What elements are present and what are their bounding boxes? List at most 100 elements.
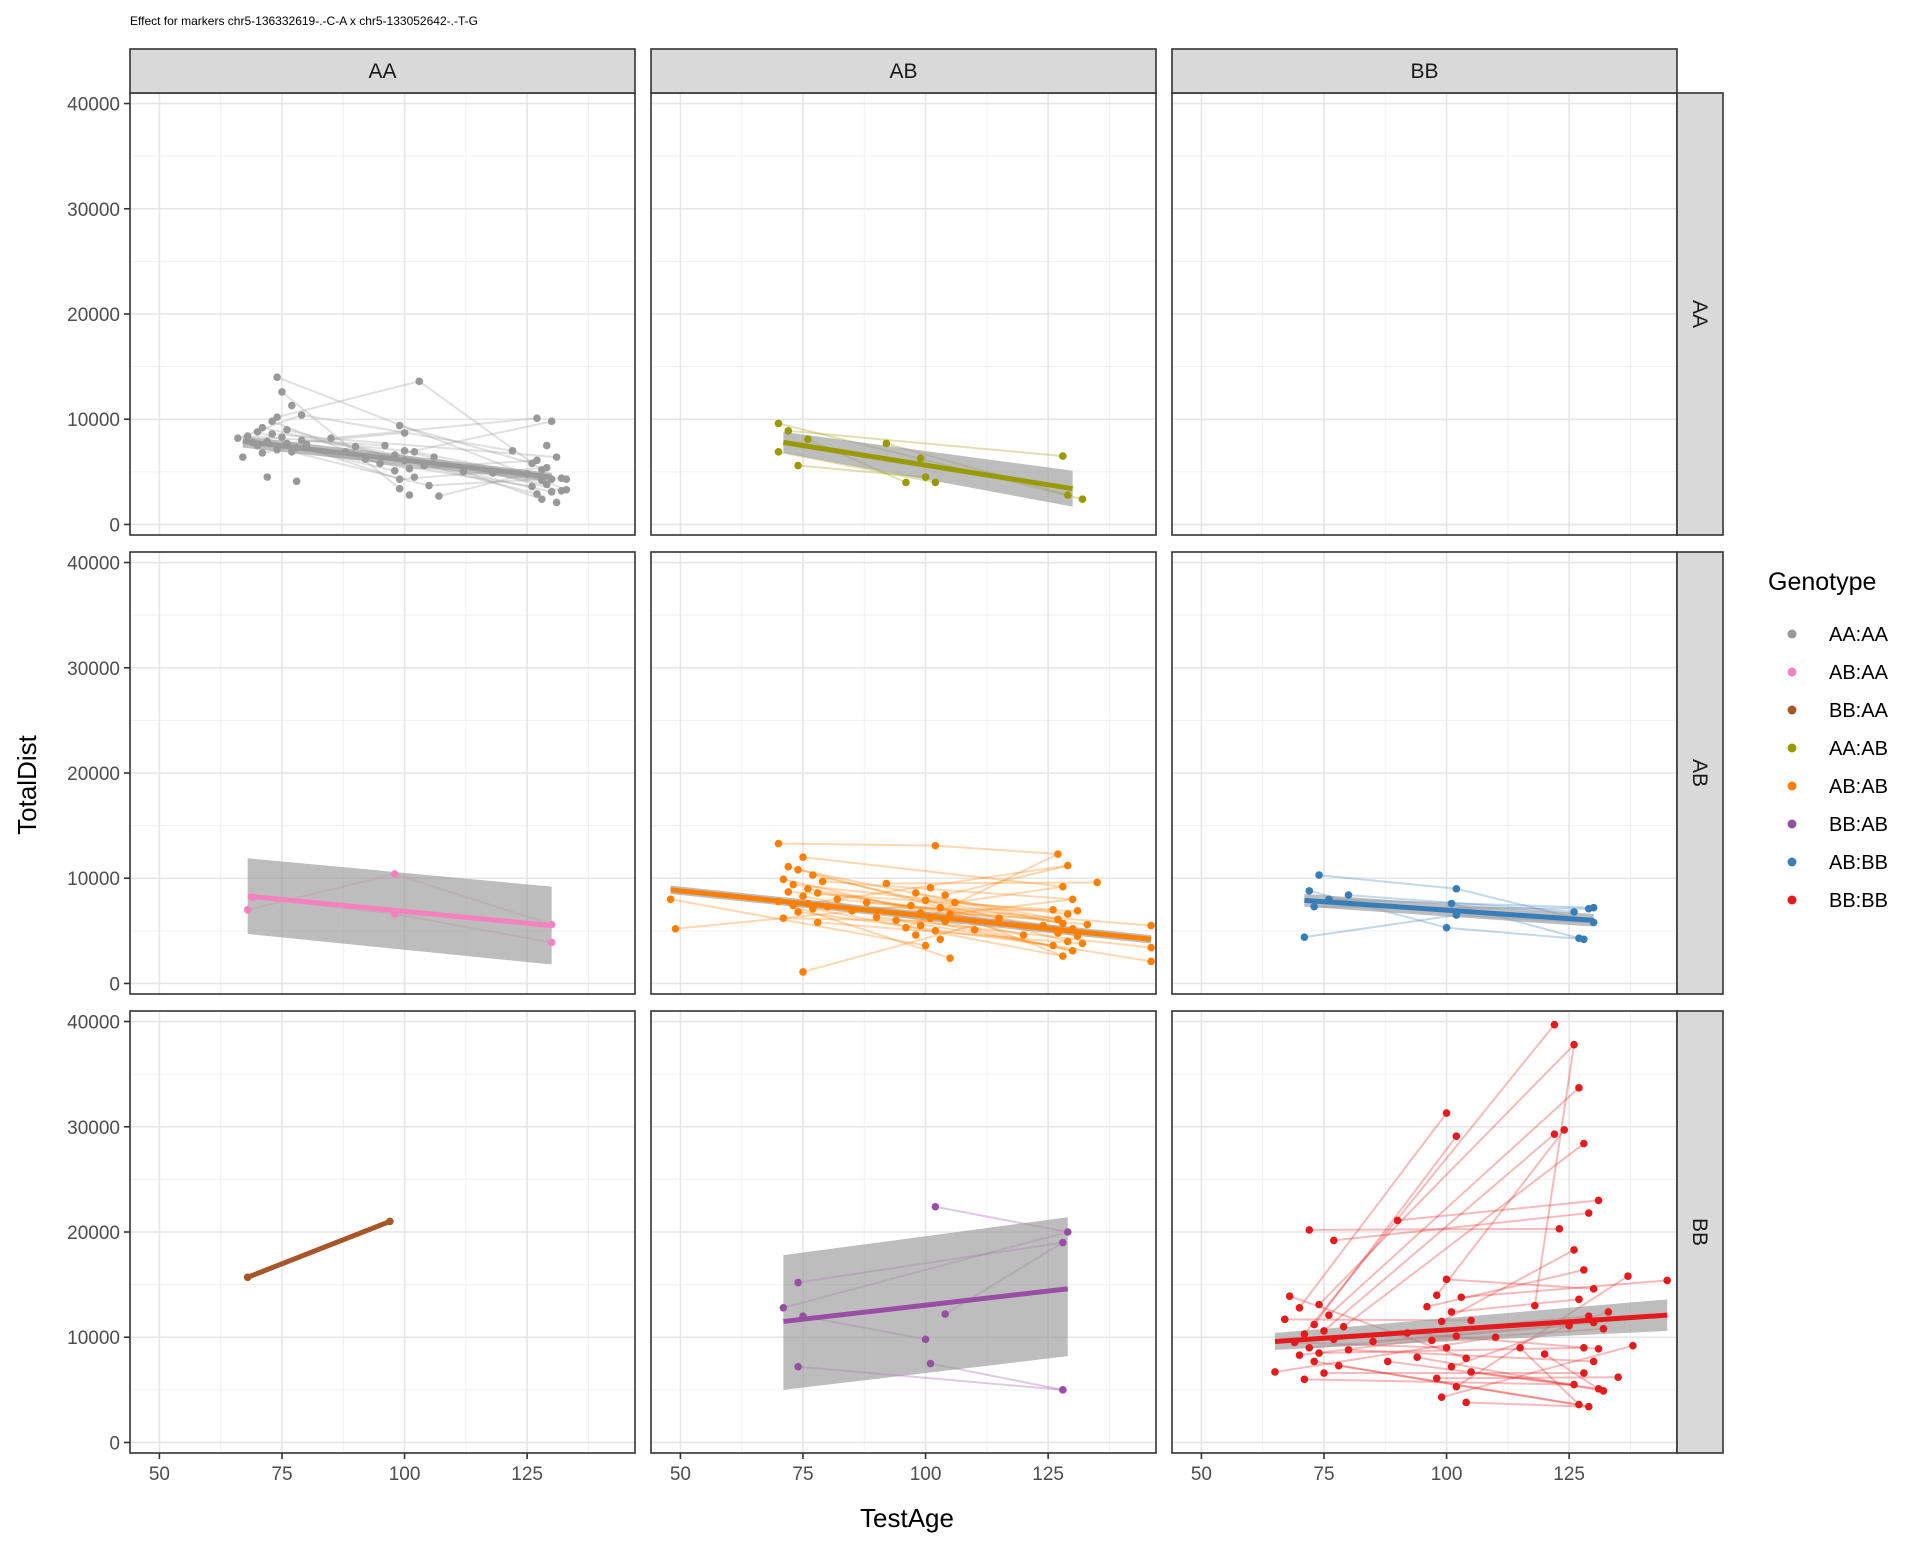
data-point (1540, 1350, 1549, 1358)
trend-line (782, 439, 1074, 492)
column-strip-label: AA (368, 60, 396, 83)
panel-2-1 (651, 1011, 1156, 1453)
data-point (1589, 1357, 1598, 1366)
data-point (1300, 1330, 1309, 1338)
data-point (1428, 1336, 1436, 1345)
data-point (784, 862, 793, 871)
data-point (882, 439, 891, 448)
y-tick-label: 0 (109, 515, 120, 536)
data-point (395, 421, 404, 430)
column-strip (1171, 48, 1678, 94)
trajectory-line (935, 844, 1059, 856)
data-point (1442, 1343, 1451, 1352)
trajectory-line (1435, 1129, 1566, 1296)
data-point (911, 889, 920, 897)
data-point (1147, 921, 1155, 930)
data-point (297, 411, 306, 419)
trend-line (1304, 897, 1594, 923)
trajectory-line (807, 864, 1068, 905)
data-point (1432, 1291, 1441, 1299)
trajectory-line (399, 424, 533, 465)
data-point (1393, 1216, 1402, 1225)
data-point (381, 441, 389, 450)
data-point (1059, 452, 1067, 460)
series-AA:AA (234, 373, 571, 507)
data-point (1344, 1346, 1353, 1354)
data-point (1093, 878, 1101, 887)
row-strip (1676, 1010, 1724, 1454)
data-point (1334, 1361, 1343, 1370)
panel-2-2 (1172, 1011, 1677, 1453)
trajectory-line (1304, 1378, 1575, 1386)
trajectory-line (886, 881, 1098, 885)
trajectory-line (954, 885, 1063, 904)
data-point (1325, 1311, 1333, 1319)
data-point (1063, 861, 1072, 870)
data-point (234, 434, 242, 442)
data-point (547, 938, 556, 947)
x-tick-label: 100 (389, 1464, 421, 1485)
panel-border (650, 551, 1157, 995)
data-point (1315, 871, 1323, 879)
trajectory-line (1298, 1112, 1448, 1309)
data-point (911, 931, 920, 939)
data-point (1285, 1292, 1294, 1300)
data-point (921, 473, 930, 481)
trajectory-line (802, 856, 1063, 888)
y-tick-label: 30000 (67, 200, 120, 221)
data-point (931, 927, 940, 935)
trajectory-line (1304, 914, 1457, 939)
row-strip-label: BB (1688, 1218, 1711, 1246)
data-point (351, 442, 360, 451)
data-point (1550, 1130, 1559, 1138)
trajectory-line (394, 420, 552, 456)
trajectory-line (802, 917, 1000, 973)
data-point (1078, 939, 1087, 948)
data-point (907, 901, 915, 910)
data-point (547, 488, 556, 496)
trend-line (247, 893, 552, 929)
data-point (528, 482, 536, 491)
data-point (1589, 1285, 1598, 1293)
data-point (1315, 1349, 1323, 1357)
data-point (799, 968, 807, 976)
data-point (902, 923, 910, 932)
x-tick-label: 75 (1313, 1464, 1334, 1485)
series-AB:AB (666, 839, 1155, 976)
legend-label: AB:AB (1829, 776, 1888, 798)
data-point (459, 468, 468, 476)
trajectory-line (1519, 1347, 1580, 1406)
data-point (1329, 1236, 1338, 1245)
data-point (1580, 935, 1588, 944)
legend-label: AA:AA (1829, 624, 1889, 646)
data-point (1059, 1238, 1067, 1247)
confidence-band (783, 431, 1073, 507)
data-point (1432, 1374, 1441, 1383)
data-point (671, 924, 680, 933)
y-tick-label: 30000 (67, 1118, 120, 1139)
data-point (395, 475, 404, 484)
data-point (1442, 1109, 1451, 1117)
panel-0-2 (1172, 93, 1677, 535)
data-point (1369, 1337, 1377, 1346)
trajectory-line (930, 917, 1073, 952)
data-point (1049, 906, 1057, 914)
series-AB:BB (1300, 871, 1598, 944)
data-point (946, 954, 954, 963)
y-tick-label: 20000 (67, 1223, 120, 1244)
trajectory-line (1338, 1364, 1589, 1408)
y-tick-label: 40000 (67, 554, 120, 575)
data-point (430, 453, 438, 461)
legend-label: BB:AA (1829, 700, 1889, 722)
trajectory-line (418, 380, 543, 471)
row-strip-label: AA (1688, 300, 1711, 328)
y-tick-label: 30000 (67, 659, 120, 680)
data-point (1614, 1373, 1622, 1382)
trend-line (246, 1219, 391, 1280)
data-point (1019, 931, 1028, 939)
data-point (405, 491, 414, 499)
data-point (1452, 1382, 1461, 1391)
data-point (799, 892, 807, 900)
data-point (1068, 947, 1077, 955)
data-point (970, 926, 979, 934)
